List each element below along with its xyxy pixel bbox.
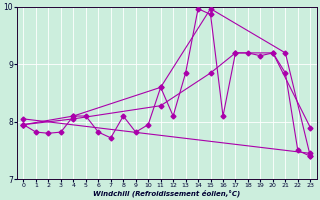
X-axis label: Windchill (Refroidissement éolien,°C): Windchill (Refroidissement éolien,°C) (93, 189, 241, 197)
